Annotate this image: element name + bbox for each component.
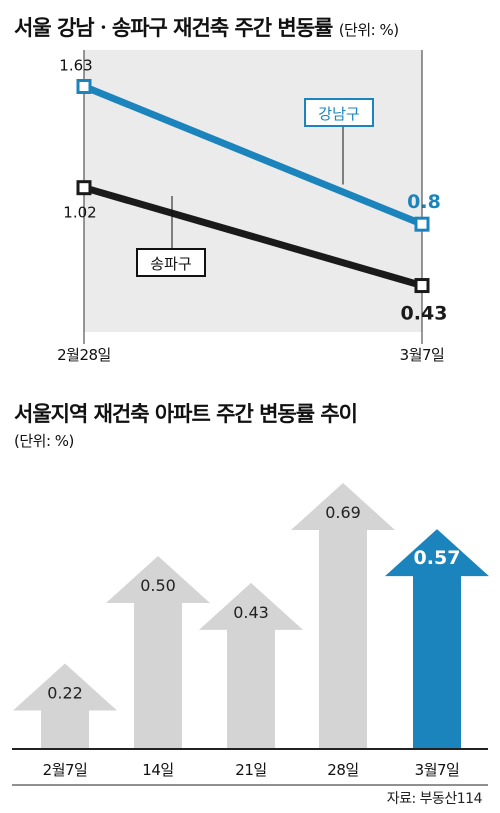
series-line bbox=[82, 83, 424, 228]
data-label: 1.63 bbox=[59, 56, 92, 74]
series-line bbox=[83, 184, 423, 289]
arrow-bar bbox=[291, 483, 395, 748]
bar-value-label: 0.43 bbox=[233, 603, 269, 622]
x-tick-label: 3월7일 bbox=[400, 346, 445, 364]
chart2-unit: (단위: %) bbox=[14, 432, 74, 450]
x-tick-label: 14일 bbox=[142, 761, 173, 779]
plot-area bbox=[84, 50, 422, 332]
data-point bbox=[76, 180, 92, 196]
x-tick-label: 2월28일 bbox=[57, 346, 111, 364]
x-tick-label: 2월7일 bbox=[43, 761, 88, 779]
source-note: 자료: 부동산114 bbox=[386, 791, 483, 807]
data-point bbox=[414, 216, 430, 232]
data-point bbox=[414, 278, 430, 294]
bar-value-label: 0.50 bbox=[140, 576, 176, 595]
chart1-unit: (단위: %) bbox=[338, 21, 399, 39]
legend-box bbox=[304, 98, 374, 127]
arrow-bar bbox=[106, 555, 210, 748]
data-label: 0.8 bbox=[407, 191, 441, 213]
chart2-title: 서울지역 재건축 아파트 주간 변동률 추이 bbox=[14, 402, 358, 426]
arrow-bar bbox=[199, 582, 303, 748]
data-label: 0.43 bbox=[401, 303, 448, 325]
bar-value-label: 0.69 bbox=[325, 503, 361, 522]
chart1-title: 서울 강남ㆍ송파구 재건축 주간 변동률 (단위: %) bbox=[14, 12, 399, 42]
arrow-bar bbox=[385, 529, 489, 748]
data-point bbox=[76, 78, 92, 94]
legend-box bbox=[136, 248, 206, 277]
legend-label: 송파구 bbox=[150, 255, 191, 273]
bar-value-label: 0.22 bbox=[47, 684, 83, 703]
x-tick-label: 21일 bbox=[235, 761, 266, 779]
legend-label: 강남구 bbox=[318, 105, 359, 123]
x-tick-label: 28일 bbox=[327, 761, 358, 779]
x-tick-label: 3월7일 bbox=[415, 761, 460, 779]
arrow-bar bbox=[13, 663, 117, 748]
chart1-title-text: 서울 강남ㆍ송파구 재건축 주간 변동률 bbox=[14, 16, 333, 40]
data-label: 1.02 bbox=[63, 204, 96, 222]
bar-value-label: 0.57 bbox=[414, 547, 461, 569]
